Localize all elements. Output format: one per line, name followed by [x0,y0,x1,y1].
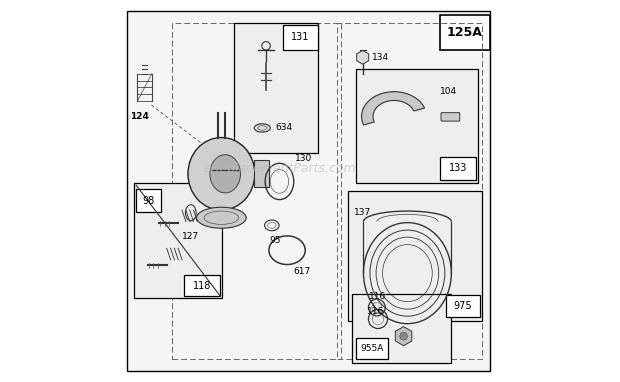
Ellipse shape [197,207,246,228]
Bar [283,25,317,50]
Bar [440,157,476,180]
Text: 634: 634 [276,123,293,133]
Text: 955A: 955A [360,344,384,353]
Bar [135,183,222,298]
Text: 116: 116 [369,291,386,301]
Ellipse shape [188,138,255,210]
Bar [337,23,482,359]
Text: 133: 133 [449,163,467,173]
Bar [440,15,490,50]
Text: 137: 137 [354,207,371,217]
Text: 104: 104 [440,87,457,96]
Ellipse shape [254,124,270,132]
Bar [172,23,340,359]
Ellipse shape [210,155,241,193]
Text: 98: 98 [143,196,155,206]
Bar [352,294,451,363]
Bar [136,189,161,212]
Bar [234,23,317,153]
Text: 124: 124 [130,112,149,121]
Bar [446,295,480,317]
Bar [184,275,220,296]
Text: 131: 131 [291,32,309,42]
Bar [356,69,478,183]
Text: 975: 975 [453,301,472,311]
Text: 134: 134 [372,53,389,62]
Text: 617: 617 [294,267,311,276]
Bar [348,191,482,321]
Bar [254,160,269,187]
Text: 116: 116 [367,307,384,316]
Bar [356,338,388,359]
Text: 127: 127 [182,232,200,241]
Text: 130: 130 [294,154,312,163]
Circle shape [400,332,407,340]
Text: 125A: 125A [447,26,482,39]
Polygon shape [361,92,425,125]
Text: 118: 118 [193,280,211,291]
Text: 95: 95 [270,236,281,245]
FancyBboxPatch shape [441,113,460,121]
Text: eReplacementParts.com: eReplacementParts.com [203,162,356,175]
